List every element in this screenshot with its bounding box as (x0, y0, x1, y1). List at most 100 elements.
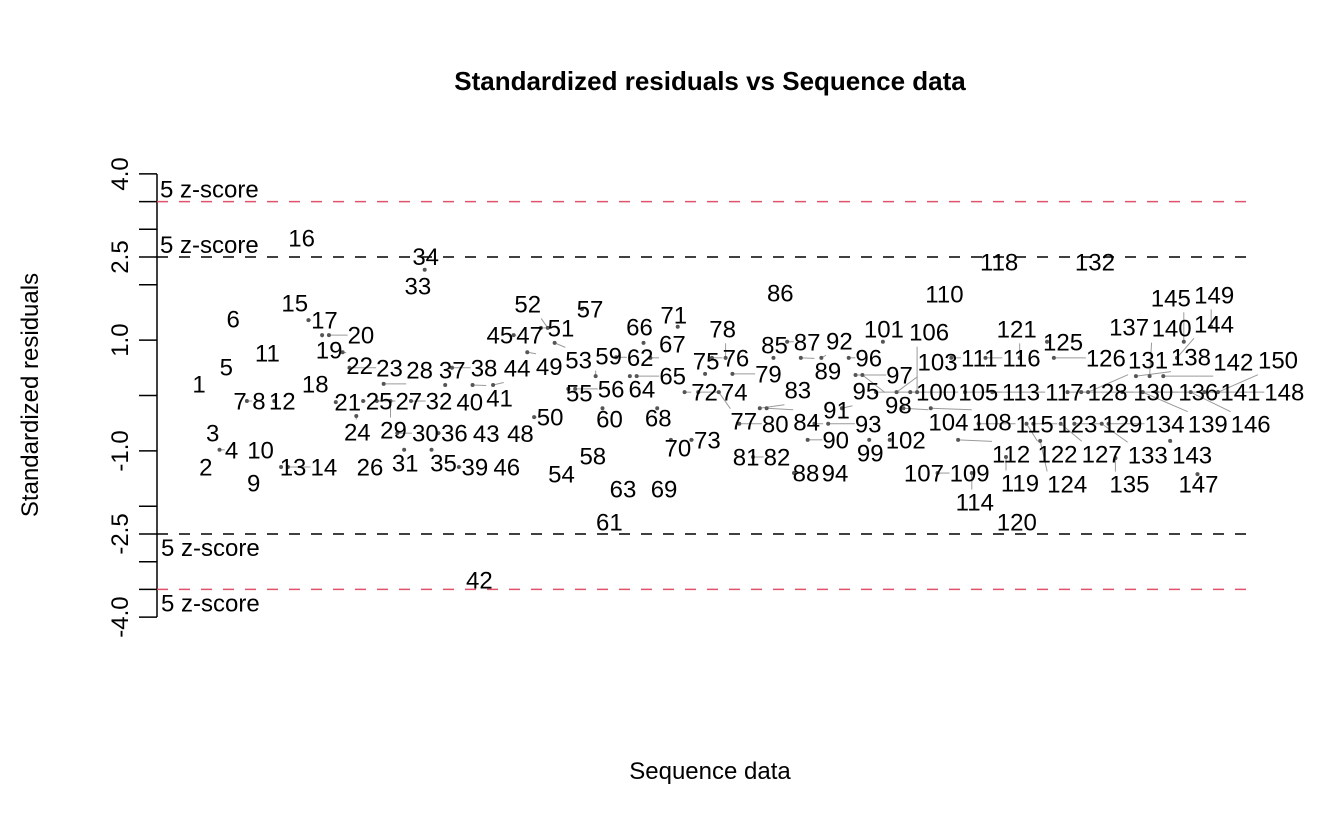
y-tick-label: 1.0 (107, 323, 134, 356)
point-marker (409, 399, 414, 404)
point-label: 134 (1145, 411, 1185, 438)
point-label: 54 (548, 462, 575, 489)
point-marker (1038, 438, 1043, 443)
point-label: 4 (225, 437, 238, 464)
point-marker (655, 406, 660, 411)
point-label: 102 (886, 427, 926, 454)
point-label: 114 (956, 490, 994, 517)
point-label: 130 (1133, 380, 1173, 407)
point-label: 138 (1171, 345, 1211, 372)
chart-title: Standardized residuals vs Sequence data (454, 66, 966, 96)
point-marker (1216, 390, 1220, 395)
point-label: 25 (366, 389, 393, 416)
point-label: 65 (659, 364, 686, 391)
point-marker (579, 307, 584, 312)
point-marker (908, 390, 913, 395)
point-label: 11 (255, 340, 280, 367)
point-label: 150 (1258, 348, 1298, 375)
point-marker (915, 390, 920, 395)
point-label: 47 (516, 323, 543, 350)
point-marker (969, 471, 974, 476)
point-label: 35 (430, 450, 457, 477)
point-label: 85 (761, 332, 788, 359)
point-label: 143 (1172, 442, 1212, 469)
point-label: 6 (227, 307, 240, 334)
point-leader-line (903, 407, 929, 411)
point-marker (764, 406, 769, 411)
point-label: 36 (441, 421, 468, 448)
point-marker (682, 390, 687, 395)
point-leader-line (472, 384, 487, 386)
point-label: 56 (598, 376, 625, 403)
point-marker (901, 406, 906, 411)
point-label: 106 (909, 320, 949, 347)
point-label: 110 (925, 282, 963, 309)
point-label: 144 (1194, 311, 1234, 338)
point-label: 113 (1002, 380, 1040, 407)
point-label: 66 (626, 314, 653, 341)
point-marker (703, 371, 708, 376)
y-axis-label: Standardized residuals (17, 273, 44, 517)
point-marker (1031, 421, 1036, 426)
point-marker (1045, 339, 1050, 344)
point-label: 34 (412, 244, 439, 271)
point-leader-line (759, 404, 785, 409)
point-marker (935, 471, 940, 476)
point-label: 80 (762, 411, 789, 438)
point-marker (785, 339, 790, 344)
point-marker (928, 406, 933, 411)
point-marker (648, 355, 653, 360)
point-label: 52 (514, 291, 541, 318)
point-marker (326, 333, 331, 338)
point-marker (395, 431, 400, 436)
point-leader-line (1190, 391, 1231, 413)
point-label: 10 (247, 437, 274, 464)
point-label: 92 (826, 328, 853, 355)
point-label: 76 (723, 345, 750, 372)
point-marker (381, 381, 386, 386)
point-marker (374, 399, 379, 404)
point-label: 40 (456, 390, 483, 417)
point-marker (306, 318, 311, 323)
y-tick-label: -1.0 (107, 430, 134, 471)
point-marker (983, 355, 988, 360)
point-marker (1202, 390, 1207, 395)
point-marker (949, 355, 954, 360)
point-label: 44 (504, 355, 531, 382)
point-leader-line (1060, 423, 1083, 442)
point-label: 135 (1109, 472, 1149, 499)
point-marker (737, 421, 742, 426)
point-label: 5 (220, 355, 233, 382)
point-label: 15 (281, 290, 308, 317)
point-label: 48 (507, 421, 534, 448)
point-marker (436, 431, 441, 436)
point-label: 111 (961, 345, 997, 372)
point-marker (402, 447, 407, 452)
point-marker (511, 333, 516, 338)
point-marker (839, 406, 844, 411)
point-marker (1024, 421, 1029, 426)
point-label: 148 (1264, 380, 1304, 407)
point-leader-line (1026, 423, 1038, 442)
point-marker (422, 267, 427, 272)
y-tick-label: -4.0 (107, 596, 134, 637)
y-tick-label: 4.0 (107, 157, 134, 190)
point-marker (217, 447, 222, 452)
point-label: 53 (565, 347, 592, 374)
point-leader-line (766, 407, 794, 411)
point-label: 121 (997, 316, 1037, 343)
point-marker (443, 382, 448, 387)
point-marker (333, 400, 338, 405)
point-label: 122 (1037, 441, 1077, 468)
point-label: 88 (793, 461, 820, 488)
point-label: 90 (822, 427, 849, 454)
point-marker (757, 406, 762, 411)
point-label: 139 (1188, 412, 1228, 439)
point-label: 26 (357, 454, 384, 481)
point-marker (272, 399, 277, 404)
point-leader-line (1142, 391, 1188, 413)
point-label: 86 (767, 281, 794, 308)
point-label: 136 (1178, 380, 1218, 407)
point-label: 109 (950, 461, 990, 488)
